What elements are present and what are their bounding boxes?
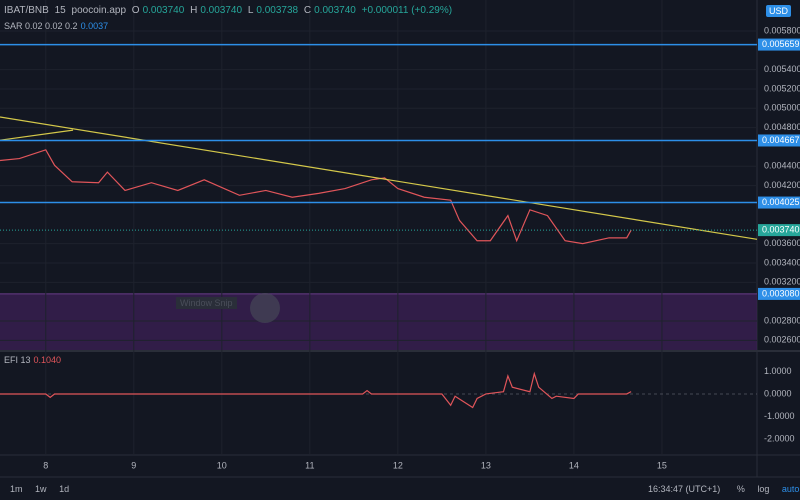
- range-button[interactable]: 1w: [35, 484, 47, 494]
- y-tick-label: 0.003400: [764, 257, 800, 267]
- c: C: [303, 5, 312, 16]
- x-tick-label: 13: [481, 460, 491, 470]
- x-tick-label: 14: [569, 460, 579, 470]
- o: O: [131, 5, 140, 16]
- efi-value: 0.1040: [33, 355, 62, 365]
- level-tag: [758, 38, 800, 51]
- y-tick-label: 0.004800: [764, 122, 800, 132]
- x-tick-label: 15: [657, 460, 667, 470]
- interval[interactable]: 15: [54, 5, 66, 16]
- series-line: [0, 129, 74, 141]
- cursor-circle: [250, 293, 280, 323]
- x-tick-label: 9: [131, 460, 136, 470]
- currency-button[interactable]: USD: [766, 5, 792, 17]
- y-tick-label: 0.003200: [764, 277, 800, 287]
- y-tick-label: 0.003600: [764, 238, 800, 248]
- x-tick-label: 8: [43, 460, 48, 470]
- zone-label: 0.003080: [762, 288, 800, 298]
- range-button[interactable]: 1m: [10, 484, 23, 494]
- y-tick-label: 0.005800: [764, 25, 800, 35]
- y-tick-label: -2.0000: [764, 433, 795, 443]
- level-label: 0.004025: [762, 197, 800, 207]
- sar-legend: SAR 0.02 0.02 0.2 0.0037: [4, 21, 111, 31]
- change: +0.000011 (+0.29%): [361, 5, 453, 16]
- sar[interactable]: SAR 0.02 0.02 0.2: [4, 21, 78, 31]
- efi[interactable]: EFI 13: [4, 355, 31, 365]
- y-tick-label: 0.005400: [764, 64, 800, 74]
- x-tick-label: 12: [393, 460, 403, 470]
- level-tag: [758, 196, 800, 209]
- level-label: 0.004667: [762, 135, 800, 145]
- range-bar: 1m 1w 1d: [10, 484, 72, 494]
- x-tick-label: 10: [217, 460, 227, 470]
- series-line: [0, 371, 632, 409]
- auto-button[interactable]: auto: [781, 484, 800, 494]
- h: H: [190, 5, 198, 16]
- o-value: 0.003740: [142, 5, 185, 16]
- level-label: 0.005659: [762, 39, 800, 49]
- range-button[interactable]: 1d: [59, 484, 70, 494]
- c-value: 0.003740: [314, 5, 356, 16]
- legend: IBAT/BNB 15 poocoin.app O 0.003740 H 0.003…: [4, 5, 455, 16]
- y-tick-label: 0.004400: [764, 161, 800, 171]
- series-line: [0, 116, 758, 240]
- x-tick-label: 11: [305, 460, 314, 470]
- status-bar: 16:34:47 (UTC+1) % log auto: [648, 484, 800, 494]
- l: L: [247, 5, 254, 16]
- percent-button[interactable]: %: [736, 484, 745, 494]
- level-tag: [758, 134, 800, 147]
- h-value: 0.003740: [200, 5, 243, 16]
- zone: [0, 293, 757, 350]
- source: poocoin.app: [71, 5, 127, 16]
- y-tick-label: 1.0000: [764, 366, 792, 376]
- y-tick-label: 0.004200: [764, 180, 800, 190]
- y-tick-label: -1.0000: [764, 411, 795, 421]
- y-tick-label: 0.0000: [764, 388, 792, 398]
- series-line: [0, 149, 632, 245]
- l-value: 0.003738: [256, 5, 299, 16]
- sar-value: 0.0037: [80, 21, 109, 31]
- last-price-label: 0.003740: [762, 224, 800, 234]
- watermark: Window Snip: [176, 297, 237, 309]
- y-tick-label: 0.002600: [764, 335, 800, 345]
- log-button[interactable]: log: [757, 484, 770, 494]
- last-price-tag: [758, 224, 800, 237]
- symbol[interactable]: IBAT/BNB: [4, 5, 49, 16]
- zone-tag: [758, 287, 800, 300]
- efi-legend: EFI 13 0.1040: [4, 355, 64, 365]
- y-tick-label: 0.002800: [764, 315, 800, 325]
- y-tick-label: 0.005200: [764, 83, 800, 93]
- clock: 16:34:47 (UTC+1): [648, 484, 721, 494]
- y-tick-label: 0.005000: [764, 103, 800, 113]
